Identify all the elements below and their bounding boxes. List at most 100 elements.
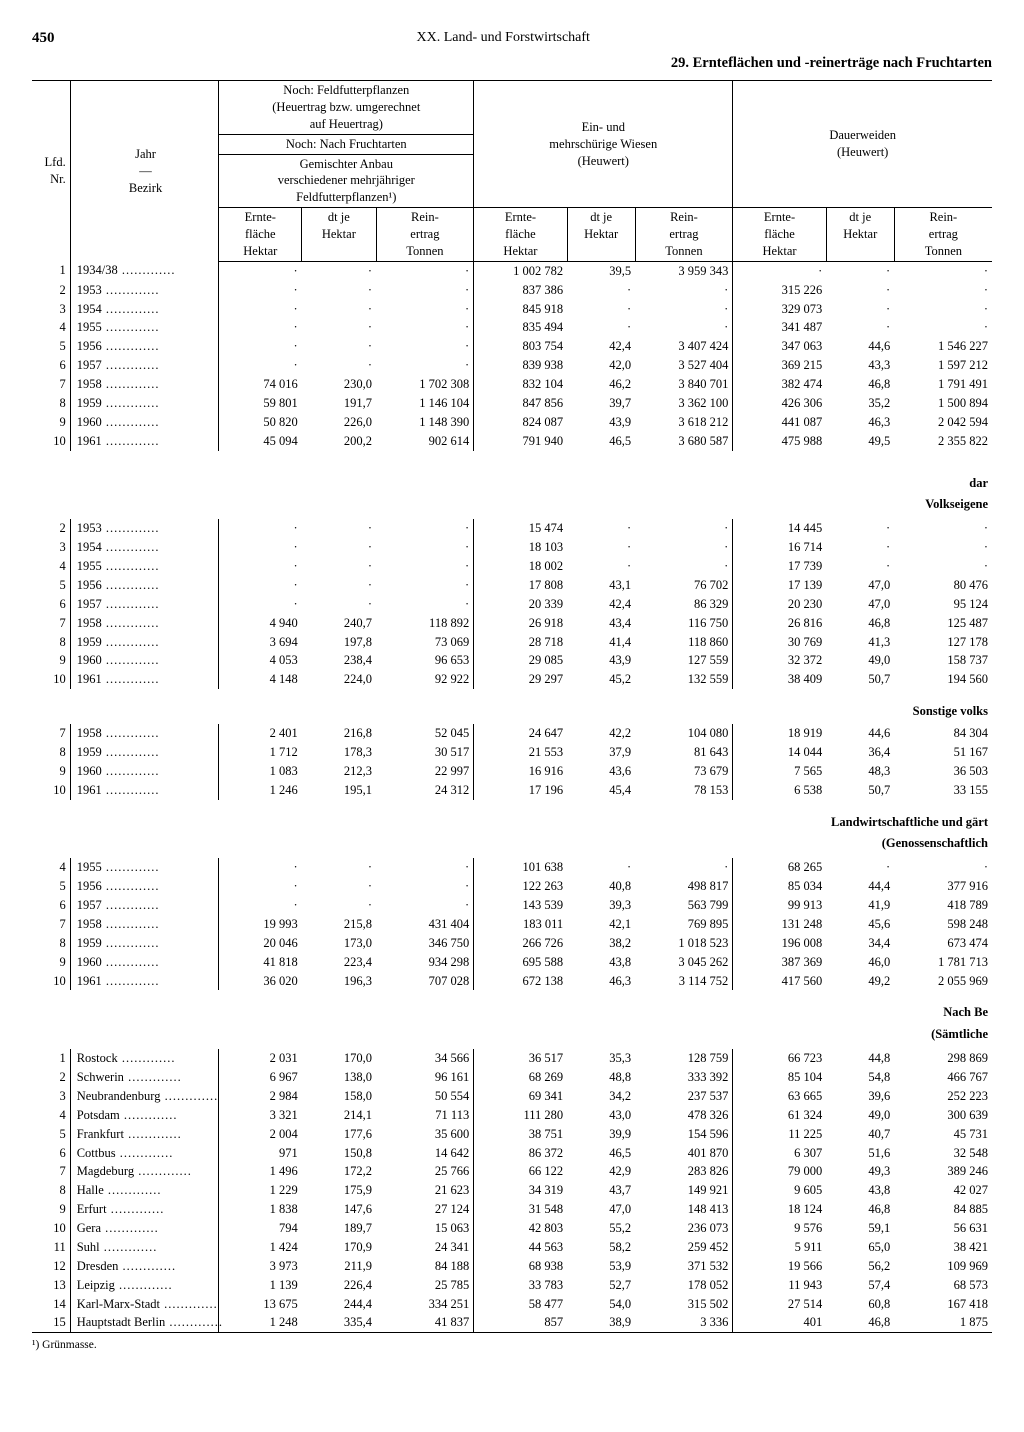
cell-a1: 2 984 (219, 1087, 302, 1106)
cell-a3: 14 642 (376, 1144, 474, 1163)
table-row: 14Karl-Marx-Stadt13 675244,4334 25158 47… (32, 1295, 992, 1314)
cell-year: 1960 (70, 953, 219, 972)
cell-c2: · (826, 318, 894, 337)
table-row: 41955···18 002··17 739·· (32, 557, 992, 576)
cell-b3: 149 921 (635, 1181, 733, 1200)
cell-lfd: 6 (32, 896, 70, 915)
cell-lfd: 2 (32, 519, 70, 538)
cell-a3: 50 554 (376, 1087, 474, 1106)
cell-a1: 1 246 (219, 781, 302, 800)
cell-c3: 84 304 (894, 724, 992, 743)
cell-b3: 371 532 (635, 1257, 733, 1276)
cell-c1: 387 369 (733, 953, 826, 972)
cell-c3: 33 155 (894, 781, 992, 800)
cell-b2: · (567, 538, 635, 557)
cell-lfd: 1 (32, 1049, 70, 1068)
cell-b1: 86 372 (474, 1144, 567, 1163)
cell-b1: 34 319 (474, 1181, 567, 1200)
cell-c2: 50,7 (826, 781, 894, 800)
table-row: 8Halle1 229175,921 62334 31943,7149 9219… (32, 1181, 992, 1200)
cell-year: Rostock (70, 1049, 219, 1068)
cell-c2: 50,7 (826, 670, 894, 689)
cell-b3: 3 680 587 (635, 432, 733, 451)
cell-year: Karl-Marx-Stadt (70, 1295, 219, 1314)
cell-a3: 73 069 (376, 633, 474, 652)
cell-c2: 43,8 (826, 1181, 894, 1200)
table-row: 719582 401216,852 04524 64742,2104 08018… (32, 724, 992, 743)
cell-a2: · (302, 538, 376, 557)
cell-lfd: 7 (32, 1162, 70, 1181)
cell-b3: 154 596 (635, 1125, 733, 1144)
table-row: 2Schwerin6 967138,096 16168 26948,8333 3… (32, 1068, 992, 1087)
cell-b3: 3 114 752 (635, 972, 733, 991)
cell-b2: 35,3 (567, 1049, 635, 1068)
cell-a3: 41 837 (376, 1313, 474, 1332)
table-row: 919604 053238,496 65329 08543,9127 55932… (32, 651, 992, 670)
cell-a1: 50 820 (219, 413, 302, 432)
cell-c2: 57,4 (826, 1276, 894, 1295)
cell-b1: 17 196 (474, 781, 567, 800)
cell-c3: 2 042 594 (894, 413, 992, 432)
cell-c3: 2 055 969 (894, 972, 992, 991)
cell-a1: 74 016 (219, 375, 302, 394)
cell-b2: 42,9 (567, 1162, 635, 1181)
cell-b3: 148 413 (635, 1200, 733, 1219)
cell-a3: · (376, 337, 474, 356)
cell-b1: 824 087 (474, 413, 567, 432)
cell-a3: 96 653 (376, 651, 474, 670)
cell-a3: · (376, 318, 474, 337)
cell-b3: 3 407 424 (635, 337, 733, 356)
table-row: 1019614 148224,092 92229 29745,2132 5593… (32, 670, 992, 689)
hdr-lfd: Lfd. Nr. (32, 81, 70, 262)
cell-b3: 116 750 (635, 614, 733, 633)
cell-c3: 84 885 (894, 1200, 992, 1219)
cell-b3: 3 527 404 (635, 356, 733, 375)
cell-c2: · (826, 519, 894, 538)
cell-c2: · (826, 557, 894, 576)
cell-b3: · (635, 300, 733, 319)
cell-c2: · (826, 281, 894, 300)
cell-c2: 51,6 (826, 1144, 894, 1163)
cell-a2: · (302, 576, 376, 595)
hdr-b-rein: Rein- ertrag Tonnen (635, 208, 733, 262)
table-row: 1Rostock2 031170,034 56636 51735,3128 75… (32, 1049, 992, 1068)
cell-b1: 101 638 (474, 858, 567, 877)
cell-year: 1954 (70, 300, 219, 319)
cell-c3: · (894, 318, 992, 337)
cell-year: Hauptstadt Berlin (70, 1313, 219, 1332)
cell-c2: 59,1 (826, 1219, 894, 1238)
table-row: 10Gera794189,715 06342 80355,2236 0739 5… (32, 1219, 992, 1238)
cell-b3: 3 045 262 (635, 953, 733, 972)
cell-lfd: 9 (32, 1200, 70, 1219)
cell-b3: 3 959 343 (635, 261, 733, 280)
cell-lfd: 3 (32, 300, 70, 319)
cell-b3: 283 826 (635, 1162, 733, 1181)
cell-a1: 1 838 (219, 1200, 302, 1219)
cell-a2: 212,3 (302, 762, 376, 781)
section-title: Nach Be (32, 990, 992, 1025)
cell-a1: · (219, 300, 302, 319)
cell-a2: 177,6 (302, 1125, 376, 1144)
cell-b2: 54,0 (567, 1295, 635, 1314)
cell-c2: 46,8 (826, 614, 894, 633)
cell-c3: · (894, 519, 992, 538)
cell-lfd: 10 (32, 972, 70, 991)
cell-year: 1958 (70, 375, 219, 394)
cell-a3: 25 785 (376, 1276, 474, 1295)
cell-a2: 335,4 (302, 1313, 376, 1332)
cell-a2: 197,8 (302, 633, 376, 652)
cell-c3: 1 875 (894, 1313, 992, 1332)
hdr-jahr: Jahr — Bezirk (70, 81, 219, 262)
cell-b2: 38,2 (567, 934, 635, 953)
cell-a2: 175,9 (302, 1181, 376, 1200)
cell-c3: 1 500 894 (894, 394, 992, 413)
cell-lfd: 10 (32, 1219, 70, 1238)
cell-c3: 1 597 212 (894, 356, 992, 375)
cell-c1: 27 514 (733, 1295, 826, 1314)
cell-a1: 20 046 (219, 934, 302, 953)
cell-a3: 334 251 (376, 1295, 474, 1314)
cell-b3: 3 336 (635, 1313, 733, 1332)
cell-year: Leipzig (70, 1276, 219, 1295)
cell-c2: 60,8 (826, 1295, 894, 1314)
cell-c2: 49,2 (826, 972, 894, 991)
